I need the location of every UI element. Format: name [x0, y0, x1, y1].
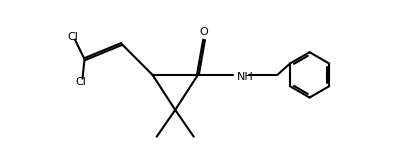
Text: Cl: Cl [75, 77, 86, 87]
Text: Cl: Cl [67, 32, 78, 42]
Text: O: O [200, 27, 208, 37]
Text: NH: NH [237, 72, 254, 82]
